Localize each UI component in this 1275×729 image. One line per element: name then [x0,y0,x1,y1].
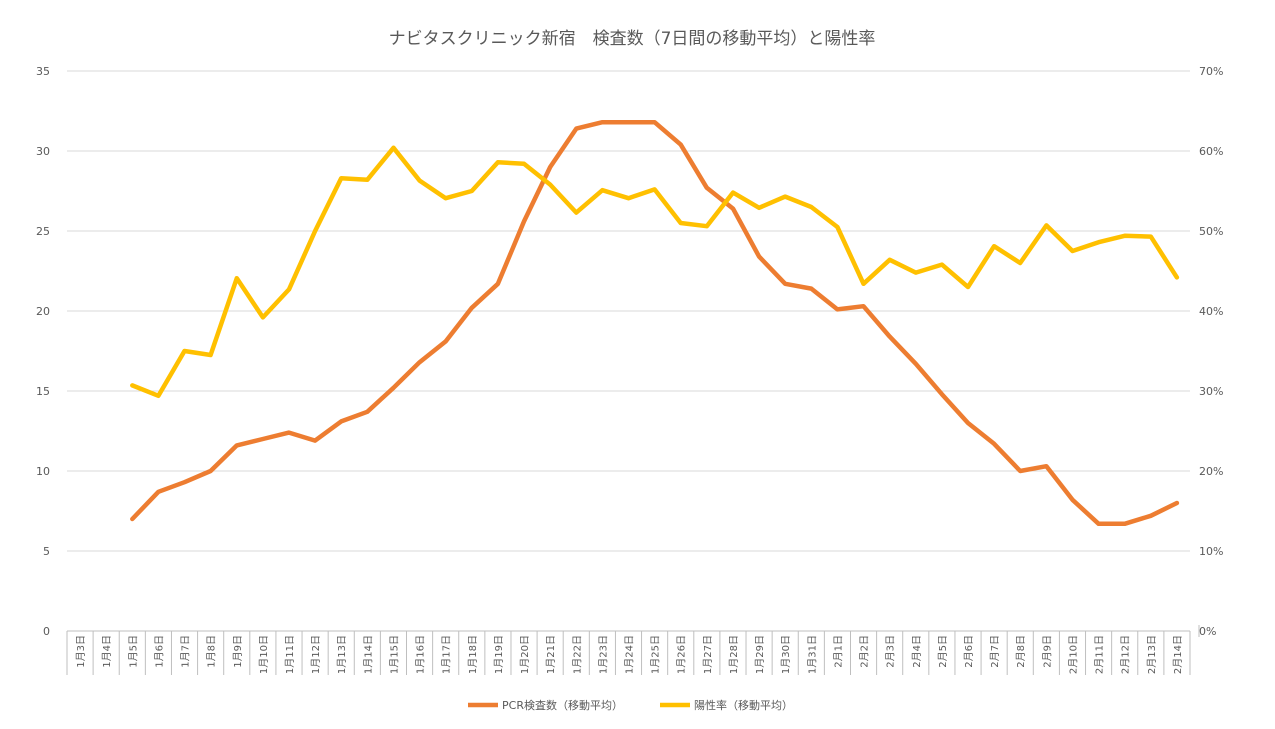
x-tick-label: 1月5日 [127,635,139,668]
x-tick-label: 1月16日 [415,635,427,674]
x-tick-label: 1月18日 [467,635,479,674]
x-tick-label: 1月8日 [206,635,218,668]
x-axis: 1月3日 1月4日 1月5日 1月6日 1月7日 1月8日 1月9日 1月10日 1月11日 1月… [66,630,1191,675]
series-line-1 [130,119,1180,527]
x-tick-label: 1月21日 [545,635,557,674]
right-tick-label: 20% [1199,465,1223,478]
x-tick-label: 1月26日 [676,635,688,674]
left-tick-label: 10 [36,465,50,478]
left-axis: 0 5 10 15 20 25 30 35 [36,65,50,638]
x-tick-label: 1月10日 [258,635,270,674]
right-axis: 0% 10% 20% 30% 40% 50% 60% 70% [1198,65,1223,638]
right-tick-label: 10% [1199,545,1223,558]
x-tick-label: 1月31日 [806,635,818,674]
chart-title: ナビタスクリニック新宿 検査数（7日間の移動平均）と陽性率 [389,29,876,49]
x-tick-label: 2月14日 [1172,635,1184,674]
grid [67,70,1190,552]
left-tick-label: 25 [36,225,50,238]
x-tick-label: 2月2日 [859,635,871,668]
legend: PCR検査数（移動平均） 陽性率（移動平均） [468,698,793,712]
x-tick-label: 2月4日 [911,635,923,668]
x-tick-label: 1月27日 [702,635,714,674]
left-tick-label: 35 [36,65,50,78]
x-tick-label: 1月23日 [597,635,609,674]
x-tick-label: 1月4日 [101,635,113,668]
right-tick-label: 60% [1199,145,1223,158]
left-tick-label: 15 [36,385,50,398]
x-tick-label: 2月5日 [937,635,949,668]
series-lines [130,119,1180,527]
x-tick-label: 1月30日 [780,635,792,674]
x-tick-label: 2月6日 [963,635,975,668]
x-tick-label: 1月13日 [336,635,348,674]
right-tick-label: 70% [1199,65,1223,78]
x-tick-label: 1月6日 [153,635,165,668]
left-tick-label: 0 [43,625,50,638]
x-tick-label: 1月17日 [441,635,453,674]
x-tick-label: 1月19日 [493,635,505,674]
x-tick-label: 2月1日 [832,635,844,668]
x-tick-label: 1月14日 [362,635,374,674]
legend-label-2: 陽性率（移動平均） [694,698,793,712]
left-tick-label: 20 [36,305,50,318]
x-tick-label: 1月22日 [571,635,583,674]
x-tick-label: 1月25日 [650,635,662,674]
x-tick-label: 1月20日 [519,635,531,674]
x-tick-label: 1月11日 [284,635,296,674]
x-tick-label: 1月29日 [754,635,766,674]
x-tick-label: 2月11日 [1094,635,1106,674]
x-tick-label: 2月9日 [1041,635,1053,668]
x-tick-label: 2月10日 [1067,635,1079,674]
x-tick-label: 1月9日 [232,635,244,668]
left-tick-label: 5 [43,545,50,558]
x-tick-label: 2月3日 [885,635,897,668]
x-tick-label: 1月15日 [388,635,400,674]
x-tick-label: 2月7日 [989,635,1001,668]
x-tick-label: 1月7日 [180,635,192,668]
series-line-2 [130,145,1180,399]
x-tick-label: 1月3日 [75,635,87,668]
right-tick-label: 40% [1199,305,1223,318]
x-tick-label: 2月13日 [1146,635,1158,674]
left-tick-label: 30 [36,145,50,158]
x-tick-label: 2月12日 [1120,635,1132,674]
x-tick-label: 1月24日 [624,635,636,674]
right-tick-label: 0% [1199,625,1216,638]
right-tick-label: 50% [1199,225,1223,238]
right-tick-label: 30% [1199,385,1223,398]
legend-label-1: PCR検査数（移動平均） [502,698,623,712]
x-tick-label: 2月8日 [1015,635,1027,668]
x-tick-label: 1月28日 [728,635,740,674]
x-tick-label: 1月12日 [310,635,322,674]
